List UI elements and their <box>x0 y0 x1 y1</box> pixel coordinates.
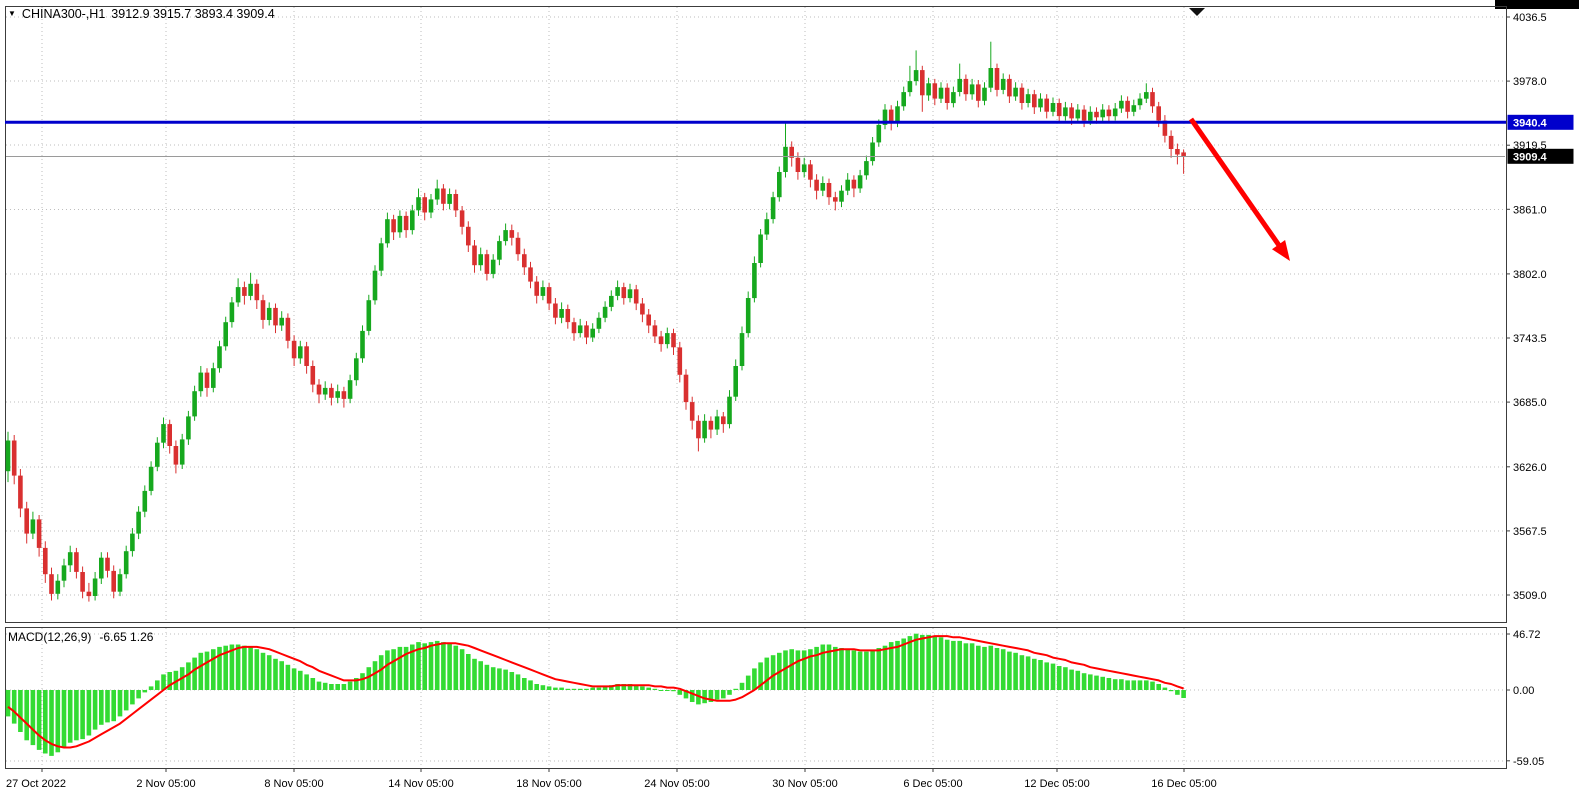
symbol-ohlc-label: ▼ CHINA300-,H1 3912.9 3915.7 3893.4 3909… <box>8 7 275 21</box>
macd-values-label: -6.65 1.26 <box>99 630 154 644</box>
macd-signal-line <box>7 635 1184 749</box>
shift-marker-icon[interactable] <box>1189 8 1205 16</box>
svg-text:46.72: 46.72 <box>1513 629 1541 641</box>
svg-text:3626.0: 3626.0 <box>1513 462 1547 474</box>
svg-text:14 Nov 05:00: 14 Nov 05:00 <box>388 778 453 790</box>
svg-text:3567.5: 3567.5 <box>1513 526 1547 538</box>
svg-text:3743.5: 3743.5 <box>1513 333 1547 345</box>
svg-text:24 Nov 05:00: 24 Nov 05:00 <box>644 778 709 790</box>
macd-histogram <box>5 633 1186 756</box>
svg-text:-59.05: -59.05 <box>1513 756 1544 768</box>
svg-text:3685.0: 3685.0 <box>1513 397 1547 409</box>
svg-text:12 Dec 05:00: 12 Dec 05:00 <box>1024 778 1089 790</box>
svg-text:3802.0: 3802.0 <box>1513 269 1547 281</box>
svg-text:3861.0: 3861.0 <box>1513 204 1547 216</box>
macd-indicator-label: MACD(12,26,9) -6.65 1.26 <box>8 630 153 644</box>
window-corner-decoration <box>1495 0 1579 9</box>
svg-text:8 Nov 05:00: 8 Nov 05:00 <box>264 778 323 790</box>
trend-arrow-annotation[interactable] <box>1188 117 1290 261</box>
hline-price-badge: 3940.4 <box>1507 114 1574 130</box>
svg-text:27 Oct 2022: 27 Oct 2022 <box>6 778 66 790</box>
svg-text:3978.0: 3978.0 <box>1513 76 1547 88</box>
macd-name-label: MACD(12,26,9) <box>8 630 92 644</box>
svg-text:0.00: 0.00 <box>1513 685 1534 697</box>
symbol-period-label: CHINA300-,H1 <box>21 7 106 21</box>
time-axis[interactable]: 27 Oct 2022 2 Nov 05:00 8 Nov 05:00 14 Nov … <box>6 768 1217 790</box>
svg-text:30 Nov 05:00: 30 Nov 05:00 <box>772 778 837 790</box>
svg-text:4036.5: 4036.5 <box>1513 12 1547 24</box>
price-axis[interactable]: 4036.53978.03919.53861.03802.03743.53685… <box>1506 12 1574 768</box>
collapse-triangle-icon[interactable]: ▼ <box>8 9 16 18</box>
svg-text:3940.4: 3940.4 <box>1513 117 1548 129</box>
svg-text:3909.4: 3909.4 <box>1513 151 1548 163</box>
svg-text:18 Nov 05:00: 18 Nov 05:00 <box>516 778 581 790</box>
ohlc-values-label: 3912.9 3915.7 3893.4 3909.4 <box>111 7 275 21</box>
current-price-badge: 3909.4 <box>1507 148 1574 164</box>
svg-text:3509.0: 3509.0 <box>1513 590 1547 602</box>
svg-text:16 Dec 05:00: 16 Dec 05:00 <box>1151 778 1216 790</box>
svg-text:6 Dec 05:00: 6 Dec 05:00 <box>903 778 962 790</box>
svg-text:2 Nov 05:00: 2 Nov 05:00 <box>136 778 195 790</box>
panel-borders <box>5 6 1507 769</box>
